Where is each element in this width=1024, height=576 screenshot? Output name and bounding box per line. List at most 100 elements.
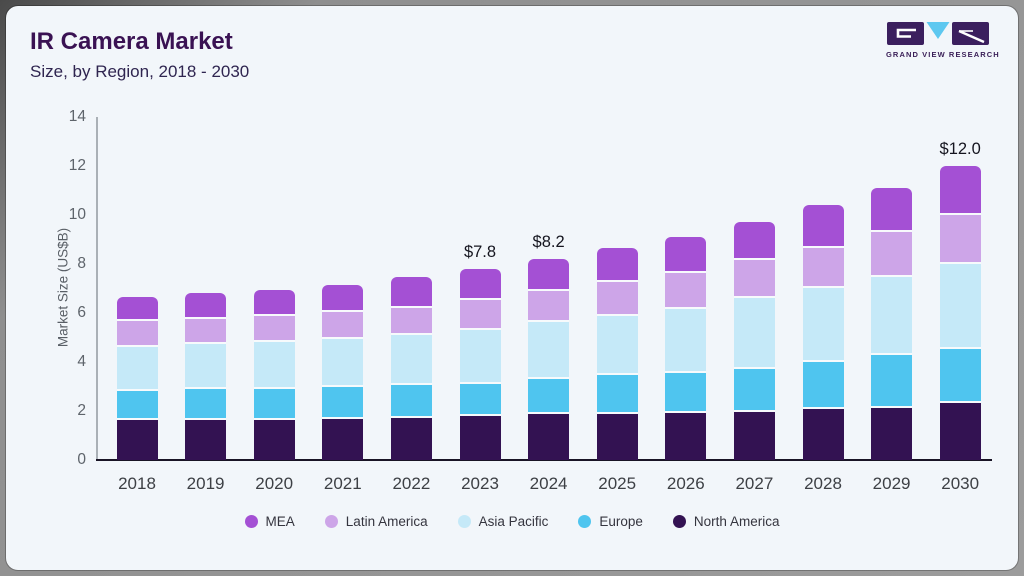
x-tick-2022: 2022 [392, 474, 431, 493]
segment-latin-america-2028 [802, 245, 844, 287]
segment-latin-america-2024 [528, 288, 570, 321]
segment-mea-2027 [733, 222, 775, 258]
segment-asia-pacific-2019 [185, 341, 227, 388]
segment-asia-pacific-2025 [596, 314, 638, 374]
legend-dot-icon [578, 515, 592, 528]
segment-latin-america-2027 [733, 257, 775, 296]
segment-latin-america-2023 [459, 298, 501, 328]
legend-label: Europe [599, 514, 643, 529]
segment-asia-pacific-2018 [116, 344, 158, 390]
segment-mea-2018 [116, 297, 158, 320]
segment-mea-2028 [802, 205, 844, 246]
segment-north-america-2029 [871, 406, 913, 460]
page-title: IR Camera Market [30, 28, 233, 55]
stacked-bar-chart: Market Size (US$B) 0 2 4 6 8 10 12 14 $7.8 $8.2 $… [6, 6, 1018, 570]
legend-dot-icon [324, 515, 338, 528]
y-tick-0: 0 [77, 451, 86, 468]
bar-2029 [871, 188, 913, 460]
legend-item-asia-pacific: Asia Pacific [457, 514, 549, 529]
x-tick-2028: 2028 [804, 474, 842, 493]
legend-item-mea: MEA [244, 514, 295, 529]
segment-europe-2027 [733, 366, 775, 410]
segment-north-america-2028 [802, 407, 844, 460]
segment-mea-2030 [939, 166, 981, 213]
segment-mea-2022 [390, 277, 432, 306]
segment-asia-pacific-2026 [665, 306, 707, 371]
segment-latin-america-2022 [390, 305, 432, 333]
segment-mea-2024 [528, 259, 570, 289]
segment-north-america-2020 [253, 418, 295, 460]
y-axis-line [96, 117, 98, 460]
segment-north-america-2026 [665, 411, 707, 460]
segment-asia-pacific-2028 [802, 286, 844, 360]
segment-latin-america-2025 [596, 279, 638, 315]
x-tick-2026: 2026 [666, 474, 705, 493]
bar-2025 [596, 248, 638, 460]
segment-asia-pacific-2023 [459, 327, 501, 382]
segment-europe-2022 [390, 383, 432, 416]
page-subtitle: Size, by Region, 2018 - 2030 [30, 62, 250, 81]
bar-2024 [528, 259, 570, 460]
bar-2020 [253, 289, 295, 460]
bar-2019 [185, 293, 227, 460]
segment-mea-2021 [322, 284, 364, 311]
segment-asia-pacific-2029 [871, 275, 913, 354]
x-tick-2020: 2020 [255, 474, 294, 493]
bar-2026 [665, 237, 707, 460]
y-tick-6: 6 [77, 304, 86, 321]
bar-2030 [939, 166, 981, 460]
legend-label: Asia Pacific [478, 514, 549, 529]
legend-item-north-america: North America [672, 514, 780, 529]
segment-north-america-2023 [459, 413, 501, 460]
y-tick-12: 12 [68, 157, 86, 174]
y-tick-4: 4 [77, 353, 86, 370]
legend-item-latin-america: Latin America [324, 514, 428, 529]
segment-north-america-2021 [322, 417, 364, 460]
legend-label: North America [693, 514, 780, 529]
segment-asia-pacific-2021 [322, 337, 364, 386]
x-tick-2030: 2030 [941, 474, 980, 493]
segment-north-america-2025 [596, 412, 638, 460]
value-label-2024: $8.2 [532, 233, 565, 252]
y-tick-2: 2 [77, 402, 86, 419]
segment-asia-pacific-2020 [253, 340, 295, 387]
segment-europe-2030 [939, 347, 981, 402]
segment-north-america-2018 [116, 418, 158, 460]
legend-label: MEA [265, 514, 295, 529]
segment-north-america-2027 [733, 409, 775, 460]
y-axis-title: Market Size (US$B) [55, 227, 71, 348]
value-label-2030: $12.0 [939, 140, 981, 158]
gvr-logo-icon [887, 22, 989, 45]
chart-card: IR Camera Market Size, by Region, 2018 -… [6, 6, 1018, 570]
segment-latin-america-2019 [185, 316, 227, 342]
segment-europe-2025 [596, 373, 638, 413]
legend-item-europe: Europe [578, 514, 643, 529]
y-tick-14: 14 [68, 108, 86, 125]
y-tick-8: 8 [77, 255, 86, 272]
segment-latin-america-2029 [871, 229, 913, 276]
x-tick-2029: 2029 [872, 474, 911, 493]
bar-2028 [802, 205, 844, 460]
segment-europe-2028 [802, 359, 844, 408]
segment-north-america-2030 [939, 401, 981, 460]
x-tick-2021: 2021 [323, 474, 362, 493]
segment-latin-america-2020 [253, 314, 295, 341]
x-tick-2019: 2019 [186, 474, 225, 493]
x-axis-line [96, 459, 992, 461]
segment-asia-pacific-2024 [528, 320, 570, 377]
x-tick-2018: 2018 [118, 474, 156, 493]
legend-dot-icon [672, 515, 686, 528]
segment-north-america-2024 [528, 412, 570, 460]
segment-asia-pacific-2030 [939, 261, 981, 348]
segment-mea-2026 [665, 237, 707, 272]
segment-north-america-2019 [185, 418, 227, 460]
segment-europe-2023 [459, 381, 501, 414]
segment-latin-america-2026 [665, 271, 707, 307]
segment-asia-pacific-2027 [733, 295, 775, 367]
segment-europe-2019 [185, 387, 227, 419]
bar-2021 [322, 284, 364, 460]
segment-latin-america-2021 [322, 310, 364, 338]
x-tick-2023: 2023 [461, 474, 499, 493]
segment-mea-2029 [871, 188, 913, 230]
bar-2023 [459, 268, 501, 460]
